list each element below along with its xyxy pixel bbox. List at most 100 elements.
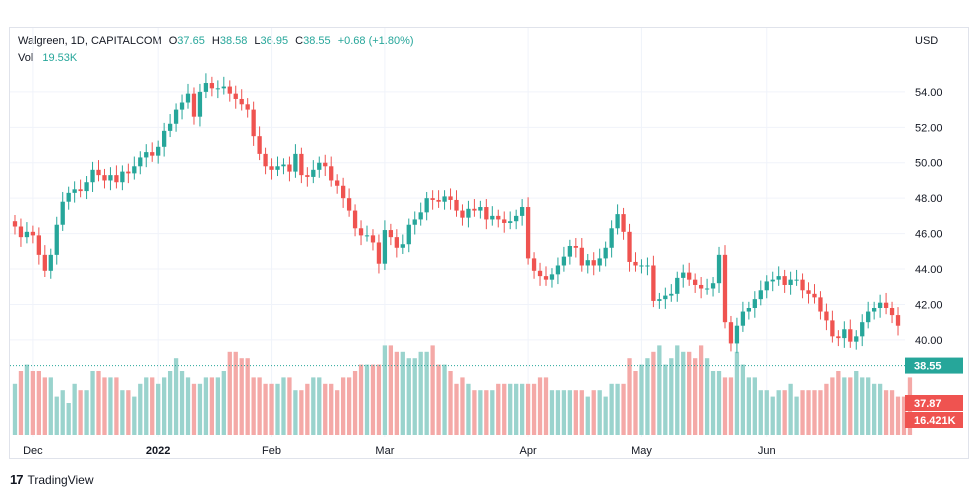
candle-body: [400, 244, 405, 248]
volume-bar: [478, 390, 483, 435]
candle-body: [299, 153, 304, 176]
candle-body: [484, 207, 489, 220]
candle-body: [567, 246, 573, 257]
candle: [591, 252, 596, 276]
volume-bar: [734, 351, 740, 435]
candle-body: [866, 311, 871, 323]
volume-bar: [299, 390, 304, 435]
candle-body: [84, 182, 89, 192]
candle-body: [138, 157, 143, 167]
candle-body: [663, 295, 668, 300]
candle-body: [191, 93, 197, 117]
tradingview-logo[interactable]: 17 TradingView: [10, 472, 94, 487]
x-tick-label: Apr: [520, 445, 537, 457]
candle-body: [287, 164, 292, 172]
candle: [800, 273, 805, 299]
candle-body: [704, 288, 710, 290]
volume-bar: [770, 396, 775, 435]
volume-bar: [251, 377, 256, 435]
volume-bar: [585, 396, 590, 435]
candle: [746, 301, 752, 320]
volume-bar: [156, 383, 161, 435]
volume-bar: [484, 390, 489, 435]
candle-body: [114, 175, 119, 183]
candle: [621, 207, 626, 240]
candle: [764, 275, 769, 299]
volume-bar: [18, 371, 24, 435]
candle-body: [651, 265, 656, 301]
volume-bar: [281, 377, 286, 435]
x-tick-label: Feb: [262, 445, 281, 457]
candle-body: [448, 196, 453, 200]
candle-body: [519, 207, 525, 216]
volume-bar: [126, 390, 131, 435]
legend-change: +0.68 (+1.80%): [337, 35, 414, 47]
candle: [388, 223, 394, 246]
volume-bar: [311, 377, 316, 435]
candle-body: [305, 175, 310, 177]
candle: [782, 269, 787, 293]
candle: [633, 252, 638, 272]
candle-body: [179, 102, 185, 110]
candle: [24, 222, 30, 244]
candle: [54, 216, 59, 265]
candle: [895, 307, 901, 336]
tradingview-mark-icon: 17: [10, 472, 24, 487]
candle: [460, 204, 465, 226]
candle-body: [722, 254, 728, 323]
candle-body: [227, 86, 232, 94]
candle: [872, 301, 877, 320]
candle: [90, 161, 95, 192]
candle: [281, 158, 286, 175]
volume-bar: [418, 351, 423, 435]
volume-bar: [24, 364, 30, 435]
candle: [537, 262, 543, 286]
candle: [543, 266, 549, 286]
candle-body: [30, 231, 36, 236]
candle: [877, 294, 883, 318]
candle-body: [681, 272, 686, 278]
candle: [585, 253, 590, 274]
candle-body: [800, 279, 805, 291]
candle: [866, 301, 871, 329]
candle: [167, 114, 173, 138]
volume-bar: [472, 390, 477, 435]
candle-body: [836, 336, 841, 339]
volume-bar: [317, 377, 322, 435]
volume-bar: [263, 383, 268, 435]
candle: [370, 229, 376, 251]
candle-body: [877, 302, 883, 308]
candle-body: [508, 221, 513, 223]
volume-bar: [108, 377, 113, 435]
candle: [173, 103, 179, 132]
candle: [335, 174, 340, 194]
candle: [454, 190, 459, 217]
candle-body: [436, 199, 441, 202]
candle: [818, 291, 823, 320]
legend-symbol: Walgreen, 1D, CAPITALCOM: [18, 35, 162, 47]
candle-body: [657, 299, 662, 301]
candle: [830, 310, 835, 343]
candle: [663, 287, 668, 309]
volume-bar: [150, 377, 155, 435]
candle-body: [335, 180, 340, 186]
candle-body: [824, 311, 829, 321]
candle: [18, 218, 24, 247]
candle: [758, 280, 763, 306]
price-badge-bg: [905, 395, 963, 411]
volume-bar: [335, 390, 340, 435]
volume-bar: [430, 345, 435, 435]
candle: [675, 271, 680, 302]
volume-bar: [448, 371, 453, 435]
candle-body: [406, 224, 411, 245]
volume-bar: [776, 390, 781, 435]
candle: [114, 165, 119, 189]
volume-bar: [710, 371, 716, 435]
candle: [376, 234, 382, 274]
candle-body: [579, 247, 584, 266]
candle: [60, 191, 65, 231]
candle-body: [376, 242, 382, 264]
candle: [669, 284, 674, 302]
legend-open: 37.65: [177, 35, 205, 47]
